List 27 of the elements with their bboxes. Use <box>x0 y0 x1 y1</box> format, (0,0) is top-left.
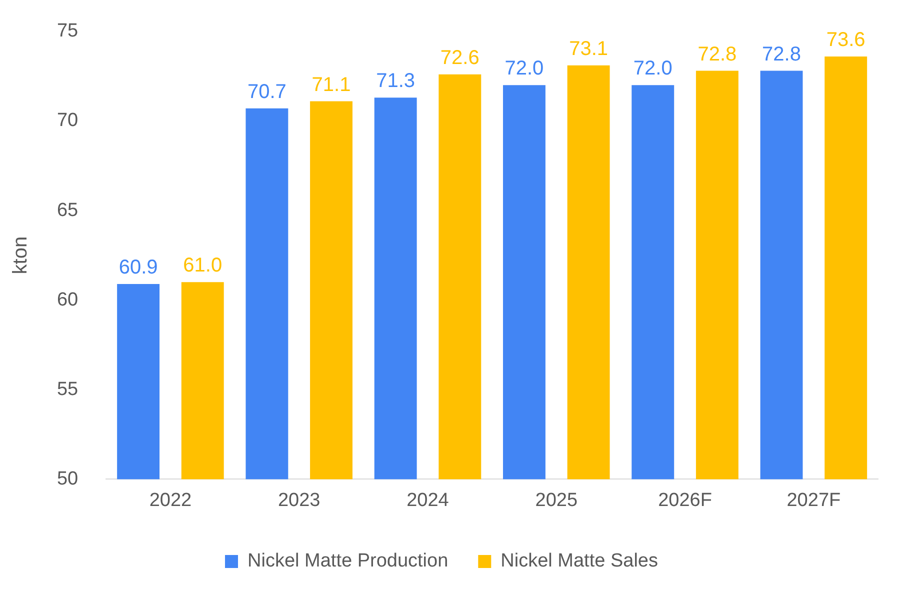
x-tick-label: 2023 <box>278 490 320 511</box>
data-label: 70.7 <box>247 80 286 103</box>
x-tick-label: 2024 <box>406 490 450 511</box>
y-tick-label: 60 <box>56 289 78 310</box>
data-label: 72.8 <box>698 43 737 66</box>
data-label: 72.8 <box>762 43 801 66</box>
data-label: 71.1 <box>312 74 351 96</box>
data-label: 71.3 <box>376 70 416 92</box>
data-label: 60.9 <box>118 256 158 278</box>
y-tick-label: 55 <box>56 378 78 400</box>
legend-label: Nickel Matte Sales <box>500 550 658 572</box>
y-axis-title: kton <box>10 236 32 274</box>
y-tick-label: 50 <box>56 468 78 490</box>
y-tick-label: 75 <box>56 20 78 42</box>
x-tick-label: 2027F <box>786 490 841 511</box>
legend-label: Nickel Matte Production <box>248 550 448 572</box>
data-label: 72.6 <box>440 46 480 69</box>
data-label: 73.6 <box>826 28 866 51</box>
data-label: 73.1 <box>569 38 608 60</box>
x-tick-label: 2026F <box>658 490 712 511</box>
x-tick-label: 2022 <box>149 490 192 511</box>
y-tick-label: 65 <box>56 200 78 221</box>
data-label: 72.0 <box>504 58 544 80</box>
y-tick-label: 70 <box>56 110 78 132</box>
x-tick-label: 2025 <box>535 490 578 511</box>
data-label: 72.0 <box>633 58 672 80</box>
data-label: 61.0 <box>183 254 222 277</box>
